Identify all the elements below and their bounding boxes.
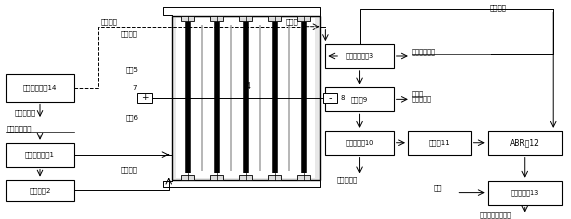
Bar [6, 143, 74, 167]
Bar [488, 181, 562, 205]
Bar [297, 16, 310, 21]
Bar [138, 93, 152, 103]
Text: 碱液再生水池14: 碱液再生水池14 [23, 85, 57, 91]
Bar [325, 131, 394, 155]
Text: 浓硫酸: 浓硫酸 [412, 90, 424, 97]
Text: 中和池11: 中和池11 [428, 140, 450, 146]
Bar [325, 87, 394, 111]
Text: 碱液量浓碱水: 碱液量浓碱水 [6, 126, 32, 132]
Text: +: + [141, 93, 148, 102]
Bar [210, 16, 223, 21]
Text: 稀碱水: 稀碱水 [286, 18, 298, 25]
Text: 7: 7 [132, 85, 137, 91]
Text: 4: 4 [246, 82, 251, 91]
Text: 再生碱水: 再生碱水 [100, 18, 118, 25]
Bar [6, 74, 74, 102]
Bar [408, 131, 471, 155]
Text: 处理出水达标排放: 处理出水达标排放 [479, 212, 511, 218]
Text: 对苯二甲酸: 对苯二甲酸 [337, 177, 358, 183]
Text: 自来水池2: 自来水池2 [29, 187, 51, 194]
Text: 碱减量水洗水: 碱减量水洗水 [412, 48, 436, 55]
Bar [239, 175, 252, 180]
Bar [171, 16, 320, 180]
Text: 极水循环: 极水循环 [120, 30, 137, 37]
Text: ABR池12: ABR池12 [510, 138, 540, 147]
Bar [323, 93, 337, 103]
Text: 极水循环: 极水循环 [120, 166, 137, 173]
Text: 再生碱水: 再生碱水 [489, 4, 506, 11]
Text: 接触氧化池13: 接触氧化池13 [510, 189, 539, 196]
Bar [488, 131, 562, 155]
Text: 水洗水调节池3: 水洗水调节池3 [345, 53, 373, 59]
Text: 回用于生产: 回用于生产 [15, 110, 36, 116]
Bar [325, 44, 394, 68]
Text: 阳膜6: 阳膜6 [126, 114, 139, 121]
Text: 板框压滤机10: 板框压滤机10 [345, 140, 374, 146]
Text: 酸析池9: 酸析池9 [351, 96, 368, 103]
Bar [176, 18, 315, 178]
Text: -: - [328, 93, 332, 103]
Bar [6, 180, 74, 201]
Bar [268, 175, 281, 180]
Bar [297, 175, 310, 180]
Bar [239, 16, 252, 21]
Text: 阴膜5: 阴膜5 [126, 67, 139, 73]
Bar [210, 175, 223, 180]
Bar [181, 175, 194, 180]
Text: 浓碱水调节池1: 浓碱水调节池1 [25, 151, 55, 158]
Text: 盐酸或磷酸: 盐酸或磷酸 [412, 95, 432, 102]
Bar [181, 16, 194, 21]
Bar [268, 16, 281, 21]
Text: 8: 8 [340, 95, 345, 101]
Text: 空气: 空气 [433, 184, 442, 191]
